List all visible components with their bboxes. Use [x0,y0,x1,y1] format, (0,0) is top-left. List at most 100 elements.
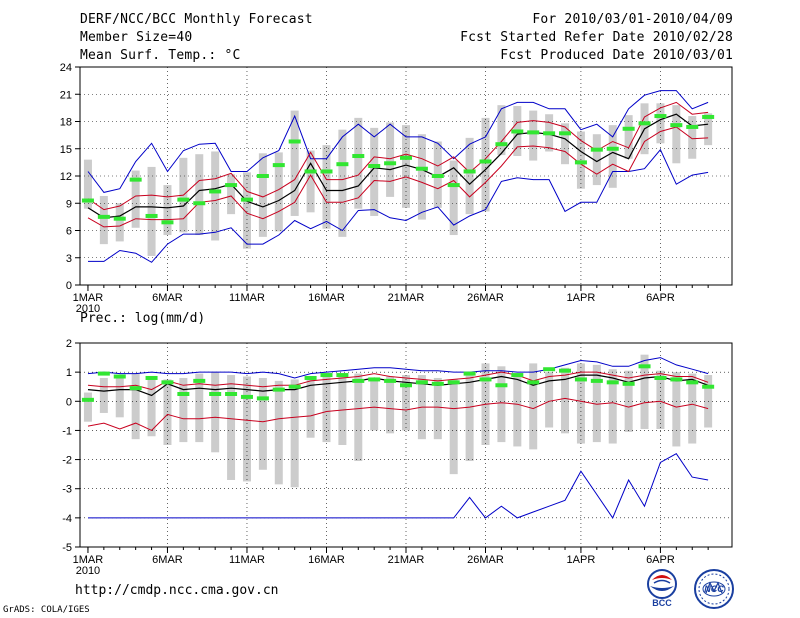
ensemble-bar [370,127,379,216]
median-marker [225,392,238,396]
median-marker [256,396,269,401]
ensemble-bar [242,172,251,249]
x-tick-label: 6APR [646,292,675,304]
ensemble-bar [115,203,124,242]
ensemble-bar [529,363,538,450]
median-marker [256,174,269,178]
median-marker [288,139,301,144]
median-marker [240,394,253,399]
ensemble-bar [402,125,410,208]
ensemble-mean-line [87,374,709,397]
ncc-logo-text: NCC [704,584,724,594]
ensemble-bar [386,376,395,434]
ensemble-bar [258,377,267,470]
median-marker [288,384,301,389]
y-tick-label: 21 [60,89,72,101]
y-tick-label: -4 [62,513,72,525]
x-tick-label: 1APR [567,554,596,566]
median-marker [638,364,651,369]
ensemble-bar [354,117,363,209]
ensemble-bar [688,373,697,444]
ensemble-bar [290,110,299,216]
median-marker [97,214,110,219]
mean-minus-std-line [87,397,709,432]
median-marker [113,216,126,221]
ensemble-bar [640,354,649,429]
median-marker [495,383,508,388]
y-tick-label: 3 [66,253,72,265]
median-marker [129,177,142,182]
median-marker [543,367,556,372]
median-marker [702,114,715,119]
x-tick-label: 6MAR [152,554,183,566]
ensemble-bar [211,372,220,453]
median-marker [320,169,333,174]
median-marker [479,159,492,164]
chart-title: DERF/NCC/BCC Monthly Forecast [80,12,313,27]
median-marker [654,114,667,119]
panel-title: Prec.: log(mm/d) [80,311,205,326]
median-marker [590,378,603,383]
y-tick-label: -1 [62,425,72,437]
ensemble-bar [195,154,204,236]
ensemble-bar [83,392,92,422]
median-marker [527,130,540,135]
ensemble-bar [417,134,426,220]
y-tick-label: 0 [66,396,72,408]
y-tick-label: 1 [66,367,72,379]
median-marker [81,397,94,402]
ensemble-bar [497,105,506,156]
median-marker [527,380,540,385]
y-tick-label: -3 [62,484,72,496]
y-tick-label: 24 [60,62,72,74]
x-tick-label: 1MAR [73,292,104,304]
median-marker [400,383,412,388]
median-marker [622,126,635,131]
median-marker [511,129,524,134]
median-marker [447,183,460,188]
ensemble-bar [147,376,156,437]
ensemble-bar [449,379,458,475]
ensemble-bar [624,115,633,159]
median-marker [113,374,126,379]
median-marker [702,384,715,389]
median-marker [590,147,603,152]
y-tick-label: -2 [62,455,72,467]
x-tick-label: 16MAR [308,292,345,304]
median-marker [511,373,524,378]
ensemble-bar [545,372,554,428]
median-marker [177,392,190,396]
ensemble-bar [83,159,92,209]
median-marker [352,378,365,383]
max-line [87,90,709,193]
median-marker [622,381,635,386]
median-marker [479,377,492,382]
ensemble-bar [195,373,204,443]
ensemble-bar [131,170,140,228]
bcc-logo-text: BCC [652,598,672,608]
ensemble-bar [386,122,395,197]
ensemble-bar [306,150,315,213]
median-marker [670,123,683,128]
ensemble-bar [704,113,713,146]
max-line [87,357,709,379]
median-marker [129,386,142,391]
y-tick-label: 12 [60,171,72,183]
median-marker [415,380,428,385]
x-tick-label: 26MAR [467,554,504,566]
median-marker [304,375,317,380]
ensemble-bar [608,125,617,188]
ensemble-bar [497,366,506,443]
ensemble-mean-line [87,113,709,219]
x-tick-label: 16MAR [308,554,345,566]
median-marker [225,183,238,188]
ncc-logo: NCC [694,569,734,609]
footer-url[interactable]: http://cmdp.ncc.cma.gov.cn [75,583,279,598]
median-marker [384,161,397,166]
median-marker [543,131,556,136]
median-marker [495,142,508,147]
x-tick-label: 11MAR [229,554,265,566]
median-marker [654,375,667,380]
